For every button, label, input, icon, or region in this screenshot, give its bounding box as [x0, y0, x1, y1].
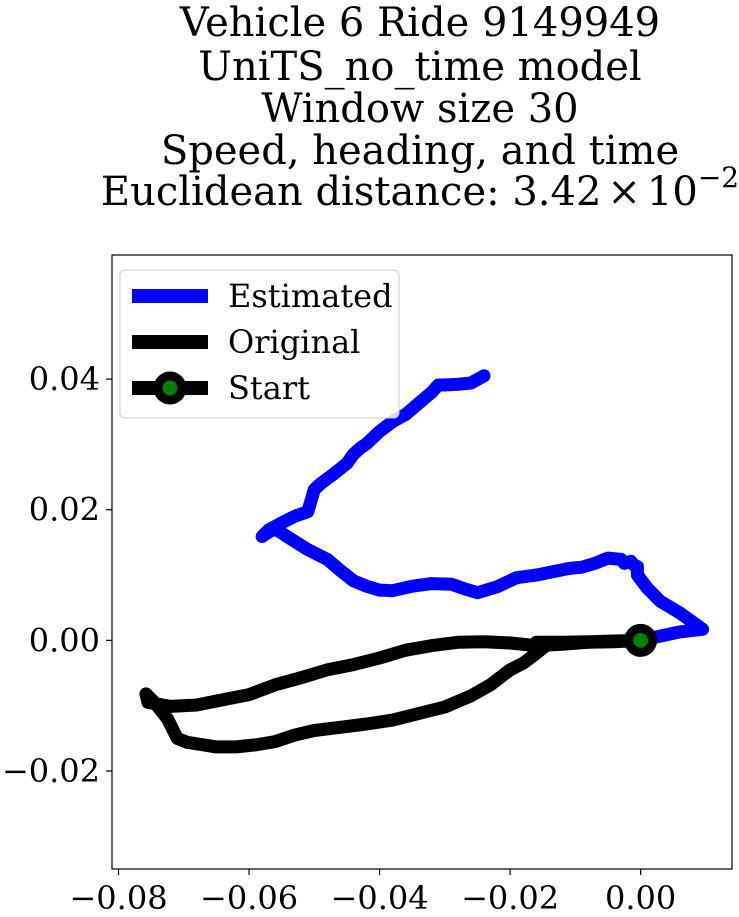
- title-line-2: UniTS_no_time model: [198, 44, 641, 90]
- title-line-4: Speed, heading, and time: [161, 128, 679, 174]
- legend-swatch-start-marker: [153, 371, 187, 405]
- legend-label-original: Original: [228, 323, 360, 361]
- y-axis: −0.02 0.00 0.02 0.04: [2, 360, 112, 790]
- distance-times: ×: [607, 169, 641, 215]
- x-tick-label: −0.08: [69, 879, 167, 917]
- legend-label-estimated: Estimated: [228, 277, 393, 315]
- distance-exponent: −2: [698, 161, 739, 194]
- x-tick-label: 0.00: [605, 879, 676, 917]
- x-tick-label: −0.02: [461, 879, 559, 917]
- plot-frame: [111, 254, 733, 870]
- series-line-estimated: [255, 369, 710, 647]
- title-line-5: Euclidean distance: 3.42 × 10−2: [101, 161, 739, 215]
- x-axis: −0.08 −0.06 −0.04 −0.02 0.00: [69, 869, 676, 917]
- chart-title: Vehicle 6 Ride 9149949 UniTS_no_time mod…: [101, 0, 739, 215]
- distance-base: 10: [647, 169, 698, 215]
- title-line-3: Window size 30: [261, 86, 578, 132]
- y-tick-label: 0.04: [29, 360, 100, 398]
- title-line-1: Vehicle 6 Ride 9149949: [179, 0, 660, 46]
- y-tick-label: −0.02: [2, 752, 100, 790]
- distance-mantissa: 3.42: [512, 169, 601, 215]
- x-tick-label: −0.04: [331, 879, 429, 917]
- start-marker-layer: [624, 623, 658, 657]
- legend-label-start: Start: [228, 369, 310, 407]
- y-tick-label: 0.02: [29, 491, 100, 529]
- plot-lines: [139, 369, 710, 754]
- y-tick-label: 0.00: [29, 621, 100, 659]
- start-point-marker: [624, 623, 658, 657]
- legend: Estimated Original Start: [119, 269, 400, 419]
- series-line-original: [139, 633, 648, 754]
- x-tick-label: −0.06: [200, 879, 298, 917]
- distance-label: Euclidean distance:: [101, 169, 512, 215]
